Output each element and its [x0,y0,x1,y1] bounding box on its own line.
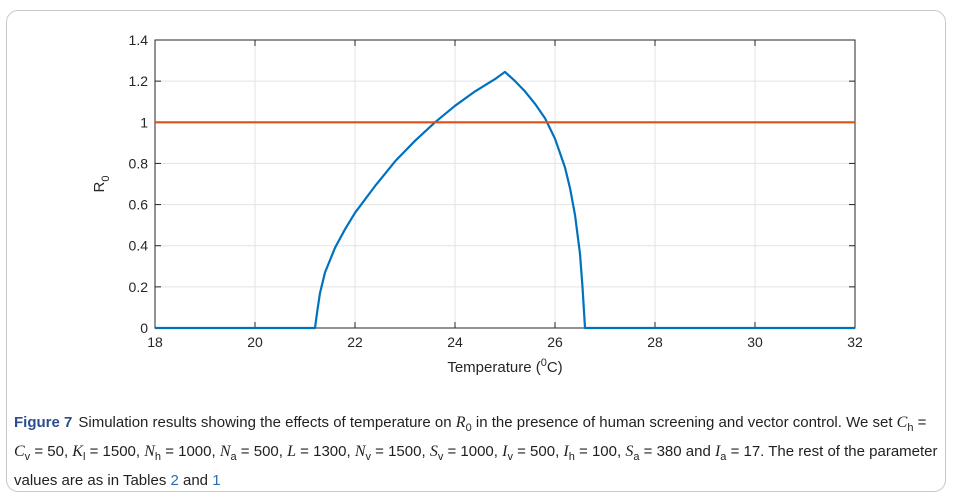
r0-subscript: 0 [465,422,472,434]
y-tick-label: 0.6 [129,197,149,213]
y-tick-label: 0.4 [129,238,149,254]
x-tick-label: 24 [447,334,463,350]
y-ticks: 0 0.2 0.4 0.6 0.8 1 1.2 1.4 [129,32,855,336]
figure-label: Figure 7 [14,414,73,431]
x-tick-label: 18 [147,334,163,350]
plot-area-border [154,39,856,329]
x-axis-label: Temperature (0C) [447,357,562,376]
series-line-r0 [155,70,855,330]
grid [154,39,856,329]
x-tick-label: 28 [647,334,663,350]
table-ref-2[interactable]: 2 [170,472,179,489]
y-tick-label: 1.4 [129,32,149,48]
table-ref-1[interactable]: 1 [212,472,221,489]
y-tick-label: 0.8 [129,155,149,171]
x-tick-label: 32 [847,334,863,350]
caption-text-2: in the presence of human screening and v… [471,414,897,431]
chart: 18 20 22 24 26 28 30 32 0 0.2 0.4 0.6 0.8 1 1.2 1.4 Te… [91,32,863,376]
y-tick-label: 0.2 [129,279,149,295]
y-axis-label: R0 [91,176,112,193]
caption-parameters: Ch = Cv = 50, Kl = 1500, Nh = 1000, Na =… [14,414,927,463]
x-ticks: 18 20 22 24 26 28 30 32 [147,40,863,350]
series-group [155,70,855,330]
x-tick-label: 22 [347,334,363,350]
figure-caption: Figure 7 Simulation results showing the e… [14,411,939,492]
r0-symbol: R [455,414,466,431]
caption-text-3: The rest of the parameter values are as … [14,443,938,489]
x-tick-label: 30 [747,334,763,350]
y-tick-label: 1 [140,114,148,130]
y-tick-label: 0 [140,320,148,336]
y-tick-label: 1.2 [129,73,149,89]
caption-and: and [178,472,213,489]
x-tick-label: 20 [247,334,263,350]
caption-text-1: Simulation results showing the effects o… [78,414,456,431]
x-tick-label: 26 [547,334,563,350]
figure-frame [6,10,946,492]
